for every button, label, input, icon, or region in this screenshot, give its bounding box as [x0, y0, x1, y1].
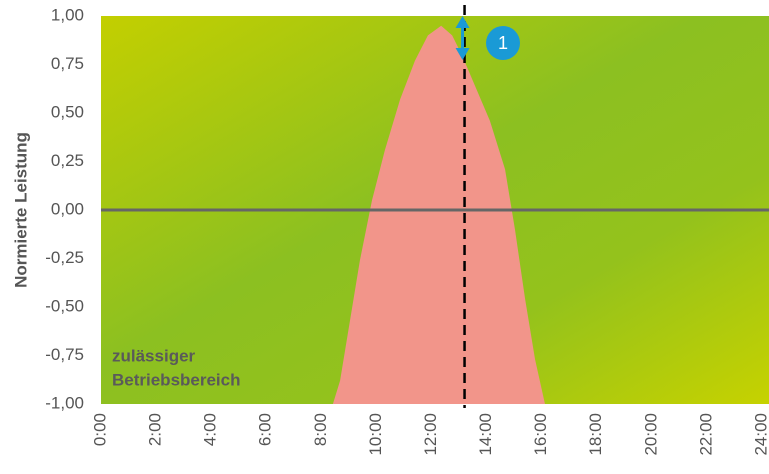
- y-tick-label: 0,50: [51, 102, 84, 121]
- x-tick-label: 12:00: [421, 413, 440, 456]
- arrow-head: [455, 16, 470, 28]
- annotation: Betriebsbereich: [112, 370, 241, 389]
- arrow-head: [455, 48, 470, 60]
- y-tick-label: 0,00: [51, 199, 84, 218]
- y-tick-label: 0,75: [51, 54, 84, 73]
- x-tick-label: 8:00: [311, 413, 330, 446]
- y-tick-label: 0,25: [51, 151, 84, 170]
- y-tick-label: -0,25: [45, 248, 84, 267]
- x-tick-label: 2:00: [146, 413, 165, 446]
- x-tick-label: 20:00: [641, 413, 660, 456]
- x-tick-label: 22:00: [696, 413, 715, 456]
- y-axis-label: Normierte Leistung: [11, 132, 30, 288]
- x-tick-label: 24:00: [751, 413, 769, 456]
- y-tick-label: 1,00: [51, 5, 84, 24]
- annotation: zulässiger: [112, 346, 196, 365]
- y-tick-label: -0,75: [45, 345, 84, 364]
- marker-badge-label: 1: [498, 33, 508, 53]
- x-tick-label: 14:00: [476, 413, 495, 456]
- x-tick-label: 10:00: [366, 413, 385, 456]
- x-tick-label: 16:00: [531, 413, 550, 456]
- x-tick-label: 4:00: [201, 413, 220, 446]
- x-tick-label: 0:00: [90, 413, 109, 446]
- x-tick-label: 6:00: [256, 413, 275, 446]
- area: [332, 25, 545, 404]
- y-tick-label: -0,50: [45, 296, 84, 315]
- marker-badge: [486, 26, 520, 60]
- y-tick-label: -1,00: [45, 393, 84, 412]
- x-tick-label: 18:00: [586, 413, 605, 456]
